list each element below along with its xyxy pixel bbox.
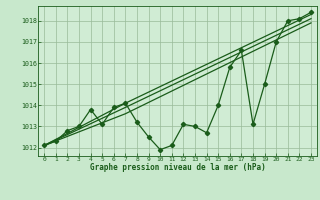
X-axis label: Graphe pression niveau de la mer (hPa): Graphe pression niveau de la mer (hPa)	[90, 163, 266, 172]
